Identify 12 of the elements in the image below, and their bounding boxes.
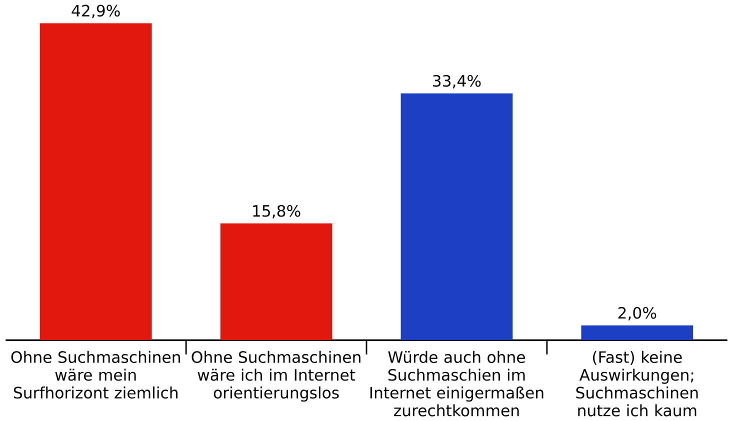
bar <box>581 325 694 340</box>
bar <box>220 223 332 340</box>
x-tick-label: Würde auch ohne Suchmaschien im Internet einigermaßen zurechtkommen <box>370 350 544 416</box>
data-label: 2,0% <box>618 306 656 320</box>
bar <box>400 93 513 340</box>
data-label: 33,4% <box>433 74 481 88</box>
x-tick-label: Ohne Suchmaschinen wäre mein Surfhorizont ziemlich <box>11 350 180 399</box>
x-tick-label: (Fast) keine Auswirkungen; Suchmaschinen nutze ich kaum <box>576 350 698 416</box>
bar <box>40 23 152 340</box>
x-tick-label: Ohne Suchmaschinen wäre ich im Internet orientierungslos <box>192 350 360 402</box>
data-label: 42,9% <box>72 4 120 18</box>
data-label: 15,8% <box>253 204 300 218</box>
